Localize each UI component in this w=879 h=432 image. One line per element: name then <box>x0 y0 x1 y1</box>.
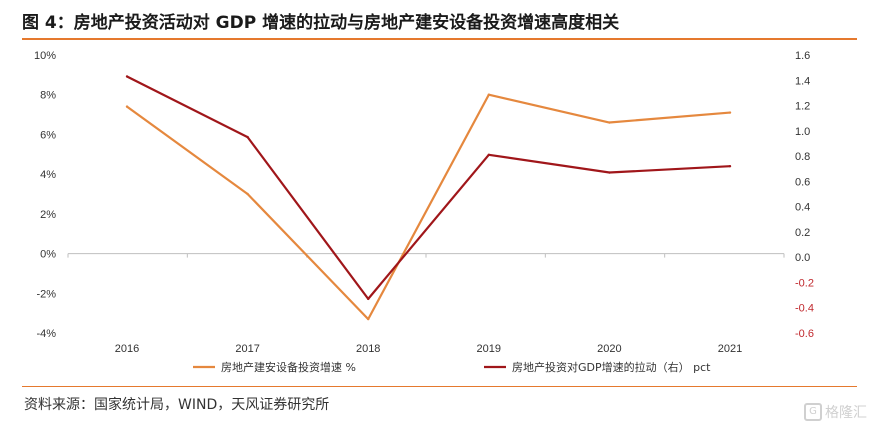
data-point <box>246 135 249 139</box>
data-point <box>608 171 611 174</box>
data-point <box>487 153 490 157</box>
legend-label-1: 房地产建安设备投资增速 % <box>221 360 356 374</box>
data-point <box>125 105 129 108</box>
watermark-logo-icon: G <box>804 403 822 421</box>
source-note: 资料来源：国家统计局，WIND，天风证券研究所 <box>24 397 330 413</box>
y-right-tick-label: -0.6 <box>795 328 814 340</box>
x-tick-label: 2019 <box>477 343 501 355</box>
y-left-tick-label: 0% <box>40 249 56 261</box>
legend: 房地产建安设备投资增速 % 房地产投资对GDP增速的拉动（右） pct <box>193 360 711 374</box>
y-right-tick-label: 1.4 <box>795 75 810 87</box>
data-point <box>367 297 370 301</box>
y-left-tick-label: -4% <box>36 328 56 340</box>
y-left-tick-label: 6% <box>40 129 56 141</box>
series-layer <box>125 75 732 321</box>
y-right-tick-label: 1.0 <box>795 126 810 138</box>
figure-title: 图 4：房地产投资活动对 GDP 增速的拉动与房地产建安设备投资增速高度相关 <box>22 13 620 33</box>
y-left-tick-label: 10% <box>34 50 56 62</box>
y-left-tick-label: 8% <box>40 90 56 102</box>
x-tick-label: 2020 <box>597 343 621 355</box>
x-tick-label: 2016 <box>115 343 139 355</box>
data-point <box>367 317 370 321</box>
data-point <box>728 111 732 114</box>
y-right-tick-label: 0.6 <box>795 176 810 188</box>
watermark: G 格隆汇 <box>804 402 867 422</box>
y-right-tick-label: 0.8 <box>795 151 810 163</box>
y-right-tick-label: 0.4 <box>795 202 810 214</box>
series-line-2 <box>126 75 731 300</box>
x-tick-label: 2021 <box>718 343 742 355</box>
y-right-tick-label: 0.0 <box>795 252 810 264</box>
x-tick-label: 2017 <box>235 343 259 355</box>
y-right-tick-label: -0.4 <box>795 303 814 315</box>
y-right-tick-label: 1.6 <box>795 50 810 62</box>
watermark-text: 格隆汇 <box>825 405 867 421</box>
source-divider <box>22 386 857 387</box>
legend-label-2: 房地产投资对GDP增速的拉动（右） pct <box>512 360 711 374</box>
data-point <box>608 121 611 124</box>
data-point <box>246 192 249 196</box>
data-point <box>487 93 490 96</box>
y-left-tick-label: 2% <box>40 209 56 221</box>
y-right-tick-label: -0.2 <box>795 277 814 289</box>
axes-layer: 2016 2017 2018 2019 2020 2021 -4% -2% 0% 2% 4% 6% 8%… <box>34 50 814 355</box>
title-divider <box>22 38 857 40</box>
x-tick-label: 2018 <box>356 343 380 355</box>
data-point <box>125 75 129 78</box>
y-right-tick-label: 1.2 <box>795 101 810 113</box>
y-right-tick-label: 0.2 <box>795 227 810 239</box>
data-point <box>728 165 732 168</box>
y-left-tick-label: -2% <box>36 288 56 300</box>
series-line-1 <box>126 93 731 321</box>
y-left-tick-label: 4% <box>40 169 56 181</box>
